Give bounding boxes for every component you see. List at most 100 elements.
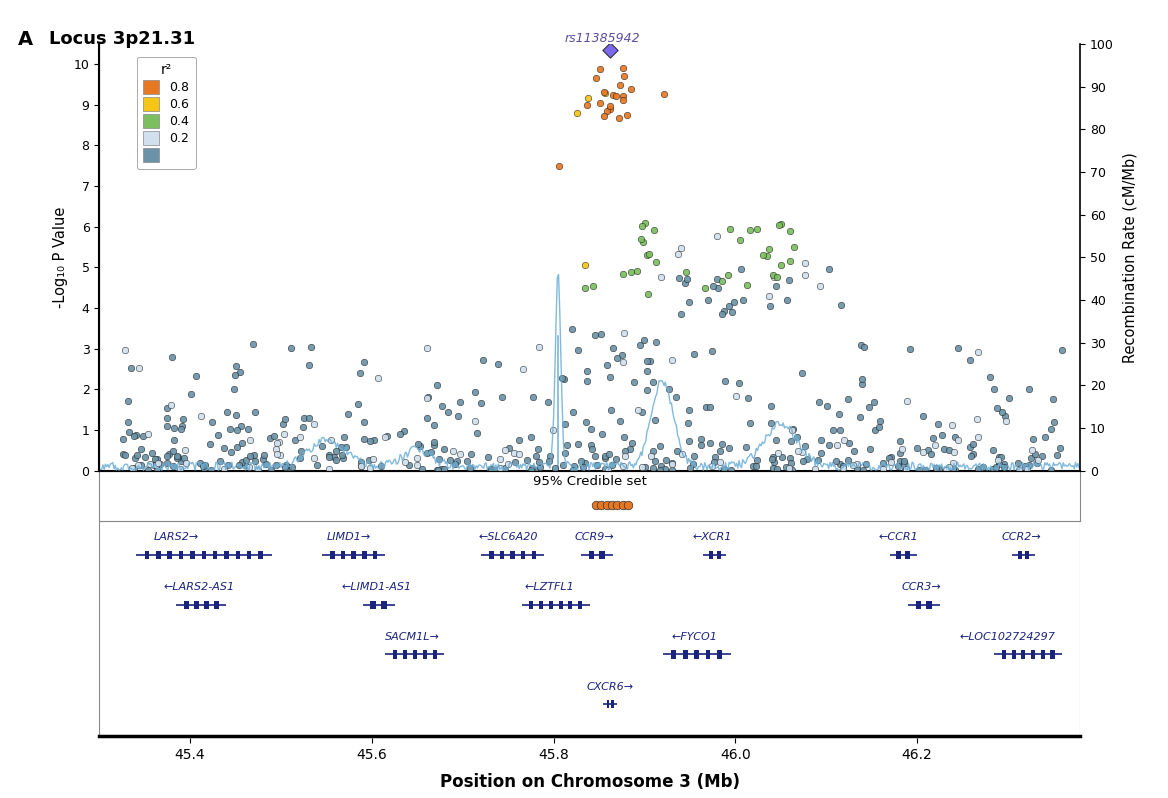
Point	[425, 436, 444, 448]
Point	[651, 440, 669, 452]
Point	[895, 456, 913, 469]
Point	[870, 421, 889, 433]
Point	[829, 408, 848, 421]
Point	[741, 223, 759, 236]
Point	[731, 233, 750, 246]
Point	[522, 431, 541, 444]
Point	[440, 454, 459, 467]
Point	[613, 93, 632, 106]
Point	[680, 295, 698, 308]
Point	[116, 449, 134, 462]
Point	[215, 441, 234, 454]
Point	[784, 422, 802, 435]
Point	[541, 450, 559, 463]
Point	[321, 433, 340, 446]
Point	[577, 98, 596, 111]
Point	[1017, 462, 1036, 475]
Bar	[569, 601, 572, 609]
Point	[181, 387, 200, 400]
Point	[131, 459, 150, 472]
Bar	[1026, 551, 1029, 559]
Point	[603, 499, 621, 512]
Point	[1023, 433, 1042, 446]
Text: CXCR6→: CXCR6→	[586, 681, 633, 692]
Point	[672, 307, 690, 320]
Point	[526, 463, 544, 476]
Point	[628, 403, 647, 416]
Point	[638, 249, 656, 262]
Point	[158, 457, 176, 470]
Bar	[246, 551, 251, 559]
Point	[632, 405, 651, 418]
Point	[119, 426, 138, 439]
Point	[828, 438, 847, 451]
Point	[848, 457, 867, 470]
Point	[924, 432, 943, 444]
Point	[1009, 457, 1028, 470]
Point	[408, 459, 426, 472]
Point	[434, 443, 453, 456]
Point	[679, 272, 697, 285]
Text: ←LIMD1-AS1: ←LIMD1-AS1	[341, 582, 411, 592]
Point	[218, 459, 237, 472]
Point	[451, 396, 470, 409]
Point	[135, 451, 154, 464]
Point	[265, 429, 284, 442]
Point	[499, 458, 517, 471]
Point	[586, 328, 605, 341]
Point	[147, 459, 166, 472]
Point	[613, 356, 632, 369]
Bar	[599, 551, 605, 559]
Point	[369, 371, 388, 384]
Point	[209, 429, 228, 441]
Point	[613, 89, 632, 102]
Point	[795, 269, 814, 282]
Point	[598, 105, 617, 117]
Point	[320, 462, 339, 475]
Point	[925, 438, 944, 451]
Point	[236, 454, 255, 467]
Point	[891, 455, 910, 468]
Point	[273, 418, 292, 431]
Point	[613, 499, 632, 512]
Point	[277, 458, 296, 471]
Point	[719, 300, 738, 313]
Point	[604, 342, 623, 354]
Point	[830, 457, 849, 470]
Point	[232, 456, 251, 468]
Point	[271, 449, 290, 462]
Point	[210, 455, 229, 468]
Point	[145, 458, 164, 471]
Bar	[905, 551, 910, 559]
Text: ←LOC102724297: ←LOC102724297	[960, 632, 1056, 642]
Point	[334, 452, 353, 464]
Point	[461, 461, 480, 474]
Point	[1020, 382, 1038, 395]
Point	[320, 448, 339, 461]
Point	[114, 433, 133, 445]
Bar	[157, 551, 160, 559]
Point	[772, 451, 791, 464]
Point	[753, 249, 772, 262]
Point	[224, 382, 243, 395]
Point	[487, 464, 506, 476]
Point	[946, 430, 965, 443]
Text: ←SLC6A20: ←SLC6A20	[479, 532, 537, 542]
Text: Locus 3p21.31: Locus 3p21.31	[49, 30, 195, 48]
Point	[194, 461, 213, 474]
Point	[300, 412, 319, 425]
Point	[684, 347, 703, 360]
Point	[854, 464, 872, 477]
Point	[556, 417, 575, 430]
Bar	[500, 551, 505, 559]
Point	[832, 298, 850, 311]
Point	[618, 109, 637, 121]
Point	[162, 350, 181, 363]
Point	[613, 349, 632, 361]
Point	[738, 392, 757, 405]
Point	[439, 405, 458, 418]
Point	[969, 346, 988, 358]
Point	[228, 423, 246, 436]
Point	[352, 460, 370, 472]
Point	[684, 450, 703, 463]
